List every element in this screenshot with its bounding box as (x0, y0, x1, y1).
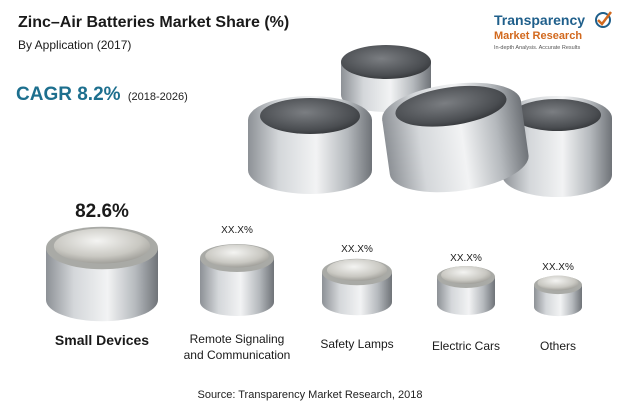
bar-remote-signaling-and-communication (200, 243, 274, 317)
source-note: Source: Transparency Market Research, 20… (197, 389, 423, 401)
category-label-safety-lamps: Safety Lamps (320, 337, 393, 351)
bars-layer (46, 226, 582, 322)
company-logo: Transparency Market Research In-depth An… (494, 8, 614, 64)
cagr-value: CAGR 8.2% (16, 84, 121, 105)
checkmark-logo-icon (595, 11, 612, 28)
value-label-others: XX.X% (542, 262, 574, 273)
category-label-small-devices: Small Devices (55, 332, 149, 348)
pile-battery-left (248, 96, 372, 194)
value-label-safety-lamps: XX.X% (341, 244, 373, 255)
category-labels-layer: Small Devices Remote Signaling and Communi… (55, 332, 576, 362)
bar-electric-cars (437, 265, 495, 316)
pile-battery-front (382, 82, 529, 193)
logo-tagline: In-depth Analysis. Accurate Results (494, 45, 581, 51)
bar-others (534, 275, 582, 317)
value-labels-layer: 82.6% XX.X% XX.X% XX.X% XX.X% (75, 201, 574, 273)
category-label-remote-signaling-and-communication-line2: and Communication (184, 348, 291, 362)
logo-name-line1: Transparency (494, 12, 586, 28)
decorative-battery-pile (248, 45, 612, 197)
value-label-remote-signaling-and-communication: XX.X% (221, 225, 253, 236)
chart-title: Zinc–Air Batteries Market Share (%) (18, 14, 290, 31)
category-label-remote-signaling-and-communication-line1: Remote Signaling (190, 332, 285, 346)
category-label-others: Others (540, 339, 576, 353)
chart-subtitle: By Application (2017) (18, 38, 132, 52)
bar-small-devices (46, 226, 158, 322)
bar-safety-lamps (322, 258, 392, 316)
value-label-small-devices: 82.6% (75, 201, 129, 222)
cagr-label: CAGR 8.2% (2018-2026) (16, 84, 188, 106)
logo-name-line2: Market Research (494, 30, 583, 42)
value-label-electric-cars: XX.X% (450, 253, 482, 264)
pile-battery-right (502, 96, 612, 197)
category-label-electric-cars: Electric Cars (432, 339, 500, 353)
cagr-period: (2018-2026) (127, 91, 188, 103)
